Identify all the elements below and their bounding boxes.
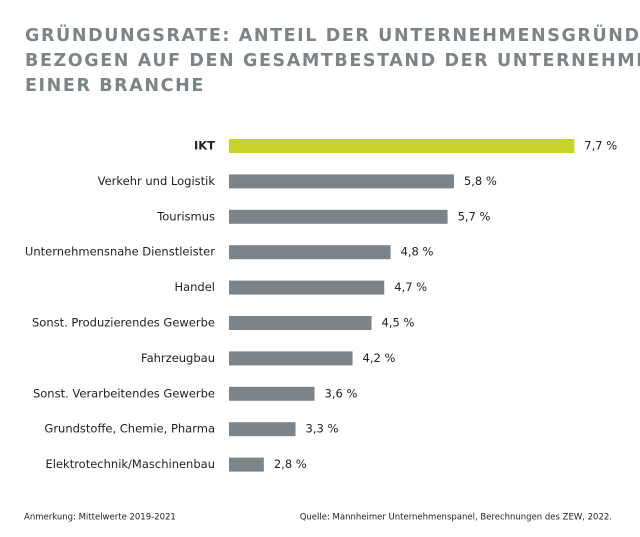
- category-label: Unternehmensnahe Dienstleister: [25, 245, 215, 259]
- bar: [229, 422, 296, 437]
- source: Quelle: Mannheimer Unternehmenspanel, Be…: [300, 513, 612, 523]
- title-line: EINER BRANCHE: [25, 76, 205, 96]
- category-label: Elektrotechnik/Maschinenbau: [46, 457, 216, 471]
- category-label: Fahrzeugbau: [141, 351, 215, 365]
- category-label: Sonst. Produzierendes Gewerbe: [32, 316, 215, 330]
- value-label: 4,2 %: [363, 351, 396, 365]
- category-label: Handel: [174, 280, 215, 294]
- bar: [229, 280, 385, 295]
- value-label: 4,5 %: [382, 316, 415, 330]
- value-label: 5,8 %: [464, 174, 497, 188]
- bar: [229, 174, 454, 189]
- category-label: Verkehr und Logistik: [98, 174, 216, 188]
- bar: [229, 245, 391, 260]
- category-label: IKT: [194, 139, 215, 153]
- title-line: BEZOGEN AUF DEN GESAMTBESTAND DER UNTERN…: [25, 51, 640, 71]
- bar: [229, 209, 448, 224]
- value-label: 4,8 %: [401, 245, 434, 259]
- value-label: 2,8 %: [274, 457, 307, 471]
- category-label: Grundstoffe, Chemie, Pharma: [44, 422, 215, 436]
- bar: [229, 457, 264, 472]
- title-line: GRÜNDUNGSRATE: ANTEIL DER UNTERNEHMENSGR…: [25, 26, 640, 46]
- bar: [229, 386, 315, 401]
- bar: [229, 139, 575, 153]
- value-label: 3,6 %: [325, 386, 358, 400]
- note: Anmerkung: Mittelwerte 2019-2021: [24, 513, 176, 523]
- value-label: 3,3 %: [306, 422, 339, 436]
- value-label: 4,7 %: [394, 280, 427, 294]
- category-label: Tourismus: [156, 209, 215, 223]
- value-label: 5,7 %: [458, 209, 491, 223]
- category-label: Sonst. Verarbeitendes Gewerbe: [33, 386, 215, 400]
- bar: [229, 351, 353, 366]
- value-label: 7,7 %: [584, 139, 617, 153]
- bar: [229, 316, 372, 330]
